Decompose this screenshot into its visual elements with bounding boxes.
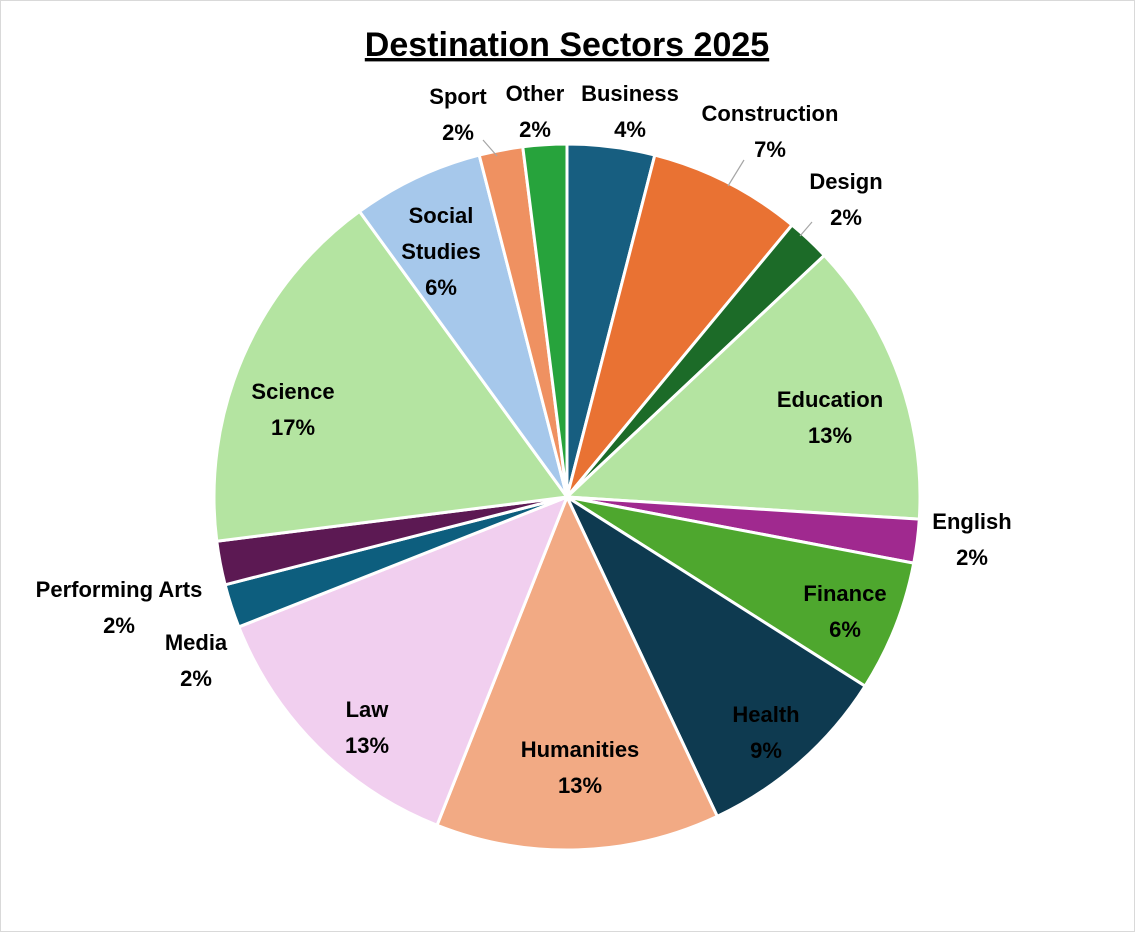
data-label-sport: Sport 2% (429, 84, 487, 145)
leader-lines (482, 139, 813, 237)
pie-slice-law (236, 494, 570, 828)
data-label-law: Law 13% (345, 697, 389, 758)
data-label-performing-arts: Performing Arts 2% (36, 577, 203, 638)
data-label-construction: Construction 7% (702, 101, 839, 162)
data-label-other: Other 2% (506, 81, 565, 142)
data-label-social-studies: Social Studies 6% (401, 203, 480, 300)
data-label-business: Business 4% (581, 81, 679, 142)
chart-title: Destination Sectors 2025 (365, 26, 769, 64)
data-label-humanities: Humanities 13% (521, 737, 640, 798)
data-label-english: English 2% (932, 509, 1011, 570)
leader-line-sport (482, 139, 498, 157)
leader-line-design (799, 221, 813, 237)
leader-line-construction (727, 159, 745, 187)
data-labels: Business 4% Construction 7% Design 2% Educatio… (36, 81, 1012, 798)
data-label-media: Media 2% (165, 630, 228, 691)
pie-slice-other (521, 142, 569, 498)
data-label-design: Design 2% (809, 169, 882, 230)
pie-slice-health (563, 492, 868, 819)
pie-slice-social-studies (357, 153, 569, 498)
pie-slices (212, 142, 922, 852)
data-label-science: Science 17% (251, 379, 334, 440)
pie-slice-education (563, 253, 922, 521)
data-label-education: Education 13% (777, 387, 883, 448)
pie-slice-humanities (435, 493, 720, 852)
data-label-finance: Finance 6% (803, 581, 886, 642)
pie-slice-construction (565, 153, 795, 498)
data-label-health: Health 9% (732, 702, 799, 763)
pie-slice-finance (566, 495, 916, 689)
pie-slice-science (212, 209, 570, 543)
